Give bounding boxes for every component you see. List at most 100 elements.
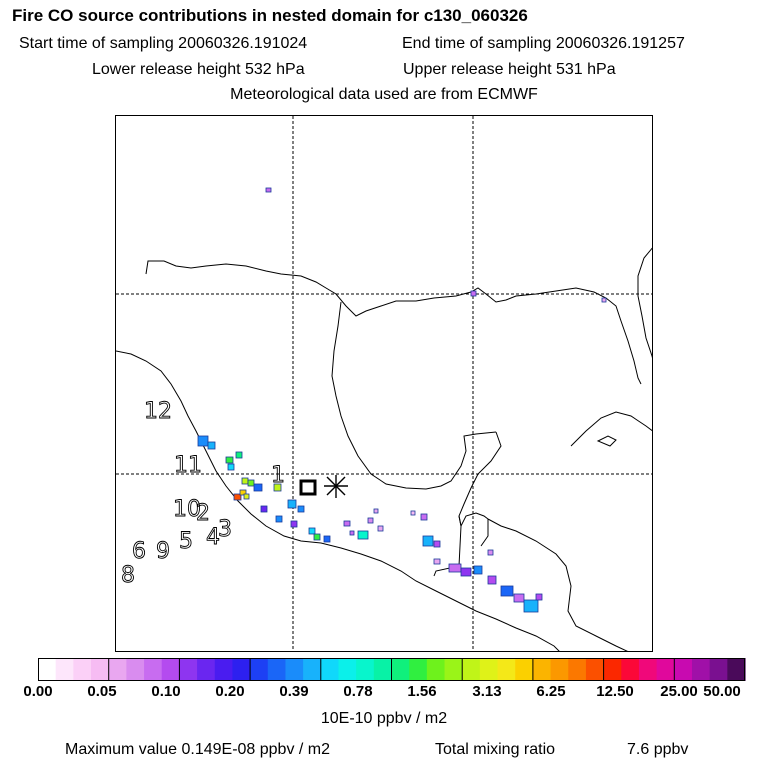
source-cell — [367, 517, 374, 524]
source-cell — [308, 527, 316, 535]
colorbar-swatch — [373, 658, 393, 681]
source-cell — [448, 563, 462, 573]
source-cell — [239, 489, 247, 496]
colorbar-tick: 0.05 — [87, 683, 117, 700]
coastlines — [116, 247, 652, 651]
trajectory-day-labels: 12 11 1 10 2 3 4 5 6 9 8 — [121, 399, 286, 589]
colorbar-swatch — [462, 658, 481, 681]
colorbar-swatch — [338, 658, 357, 681]
colorbar-swatch — [656, 658, 675, 681]
source-cell — [470, 290, 477, 297]
day-label: 4 — [206, 525, 220, 550]
colorbar-swatch — [444, 658, 463, 681]
jamaica-coastline — [596, 435, 617, 447]
source-cell — [197, 435, 209, 447]
source-cell — [275, 515, 283, 523]
day-label: 3 — [218, 517, 232, 542]
colorbar-swatch — [515, 658, 534, 681]
end-time: End time of sampling 20060326.191257 — [402, 35, 685, 52]
colorbar-swatch — [303, 658, 322, 681]
colorbar-swatch — [497, 658, 516, 681]
colorbar-swatch — [73, 658, 92, 681]
lower-release-height: Lower release height 532 hPa — [92, 61, 305, 78]
day-label: 8 — [121, 563, 135, 588]
source-cell — [601, 297, 607, 303]
colorbar-swatch — [479, 658, 499, 681]
source-cell — [247, 479, 255, 487]
source-cell — [535, 593, 543, 601]
colorbar-swatch — [585, 658, 605, 681]
day-label: 10 — [173, 497, 201, 522]
colorbar-swatch — [179, 658, 198, 681]
source-cell — [290, 520, 298, 528]
source-cell — [433, 558, 441, 565]
colorbar-tick: 25.00 — [660, 683, 698, 700]
total-mixing-ratio-value: 7.6 ppbv — [627, 741, 689, 758]
colorbar-swatch — [603, 658, 622, 681]
source-cell — [207, 441, 216, 450]
grid-lines — [116, 116, 652, 651]
colorbar-tick: 0.20 — [215, 683, 245, 700]
colorbar-tick: 6.25 — [536, 683, 566, 700]
colorbar-swatch — [126, 658, 145, 681]
source-cell — [487, 549, 494, 556]
source-cell — [241, 477, 249, 485]
colorbar-swatch — [674, 658, 693, 681]
day-label: 6 — [132, 539, 146, 564]
mexico-gulf-coastline — [331, 301, 497, 490]
receptor-marker-asterisk — [324, 475, 348, 498]
source-cell — [343, 520, 351, 527]
colorbar-swatch — [232, 658, 251, 681]
map-canvas: 12 11 1 10 2 3 4 5 6 9 8 — [116, 116, 652, 651]
source-cell — [377, 525, 384, 532]
colorbar-swatch — [108, 658, 127, 681]
source-cell — [287, 499, 297, 509]
colorbar-tick: 12.50 — [596, 683, 634, 700]
maximum-value: Maximum value 0.149E-08 ppbv / m2 — [65, 741, 331, 758]
colorbar-tick: 0.78 — [343, 683, 373, 700]
colorbar-swatch — [727, 658, 746, 681]
colorbar-swatch — [621, 658, 640, 681]
us-gulf-coastline — [145, 260, 642, 385]
colorbar-swatch — [638, 658, 658, 681]
source-contribution-cells — [197, 187, 607, 613]
source-cell — [420, 513, 428, 521]
yucatan-belize-coastline — [458, 431, 502, 528]
colorbar-swatch — [91, 658, 110, 681]
page-title: Fire CO source contributions in nested d… — [12, 6, 528, 25]
colorbar-swatch — [285, 658, 304, 681]
central-america-caribbean-coastline — [487, 518, 628, 651]
source-cell — [500, 585, 514, 597]
colorbar-tick: 50.00 — [703, 683, 741, 700]
colorbar-swatch — [250, 658, 269, 681]
source-cell — [297, 505, 305, 513]
source-cell — [349, 530, 355, 536]
day-label: 5 — [179, 529, 193, 554]
colorbar — [38, 658, 746, 681]
colorbar-swatch — [550, 658, 569, 681]
day-label: 1 — [271, 463, 285, 488]
colorbar-swatch — [532, 658, 552, 681]
source-cell — [523, 599, 539, 613]
colorbar-tick: 0.00 — [23, 683, 53, 700]
colorbar-swatch — [197, 658, 216, 681]
colorbar-swatch — [709, 658, 728, 681]
colorbar-swatch — [568, 658, 587, 681]
colorbar-units: 10E-10 ppbv / m2 — [320, 710, 448, 727]
map-panel: 12 11 1 10 2 3 4 5 6 9 8 — [115, 115, 653, 652]
day-label: 9 — [156, 539, 170, 564]
upper-release-height: Upper release height 531 hPa — [403, 61, 616, 78]
cuba-coastline — [570, 411, 652, 447]
source-cell — [357, 530, 369, 540]
source-cell — [410, 510, 416, 516]
source-cell — [265, 187, 272, 193]
source-cell — [273, 483, 282, 492]
colorbar-swatch — [267, 658, 287, 681]
source-cell — [473, 565, 483, 575]
colorbar-tick: 0.39 — [279, 683, 309, 700]
source-cell — [227, 463, 235, 471]
day-label: 12 — [144, 399, 172, 424]
colorbar-swatch — [161, 658, 181, 681]
florida-east-coastline — [637, 247, 652, 359]
mexico-pacific-coastline — [116, 350, 560, 651]
